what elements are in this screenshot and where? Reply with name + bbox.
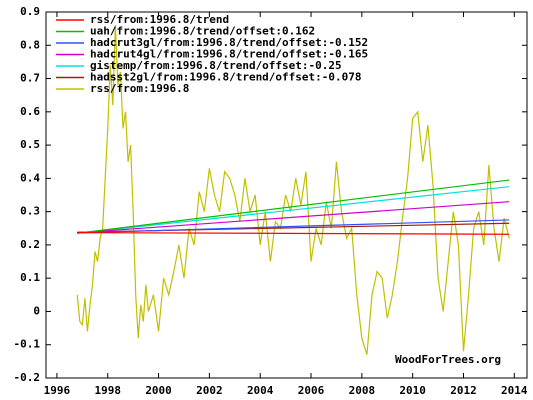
y-tick-label: 0.5 [20,138,40,151]
x-tick-label: 2000 [145,384,172,397]
y-tick-label: -0.1 [14,338,41,351]
x-tick-label: 2002 [196,384,223,397]
y-tick-label: 0.4 [20,171,40,184]
series-line [77,179,510,234]
legend-label: rss/from:1996.8 [90,82,189,95]
legend-label: uah/from:1996.8/trend/offset:0.162 [90,25,315,38]
x-tick-label: 2010 [399,384,426,397]
x-tick-label: 1996 [44,384,71,397]
y-tick-label: 0.1 [20,271,40,284]
y-tick-label: 0 [33,304,40,317]
y-tick-label: -0.2 [14,371,41,384]
x-tick-label: 2014 [501,384,528,397]
annotation: WoodForTrees.org [395,353,501,366]
series-line [77,232,510,235]
y-tick-label: 0.7 [20,72,40,85]
legend-label: hadcrut4gl/from:1996.8/trend/offset:-0.1… [90,48,368,61]
y-tick-label: 0.2 [20,238,40,251]
y-tick-label: 0.3 [20,205,40,218]
legend-label: hadcrut3gl/from:1996.8/trend/offset:-0.1… [90,36,368,49]
legend-label: gistemp/from:1996.8/trend/offset:-0.25 [90,59,342,72]
series-line [77,186,510,234]
x-tick-label: 2006 [298,384,325,397]
y-tick-label: 0.6 [20,105,40,118]
y-tick-label: 0.8 [20,38,40,51]
x-tick-label: 2012 [450,384,477,397]
legend-label: hadsst2gl/from:1996.8/trend/offset:-0.07… [90,71,362,84]
legend-label: rss/from:1996.8/trend [90,13,229,26]
x-tick-label: 1998 [94,384,121,397]
plot-frame [45,11,528,379]
series-line [77,219,510,234]
x-tick-label: 2008 [349,384,376,397]
series-line [77,201,510,234]
x-tick-label: 2004 [247,384,274,397]
y-tick-label: 0.9 [20,5,40,18]
